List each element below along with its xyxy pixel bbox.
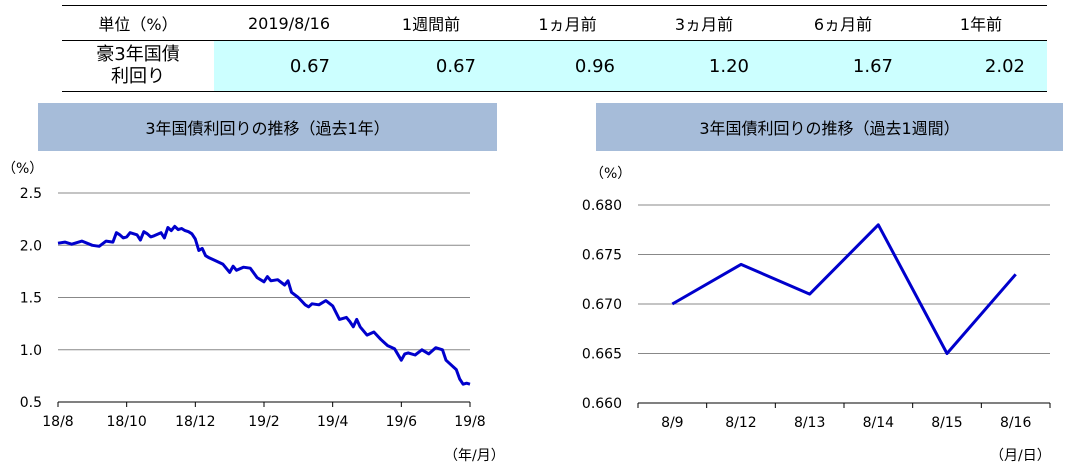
y-tick-label: 2.5 xyxy=(20,186,42,202)
header-6month: 6ヵ月前 xyxy=(771,5,915,41)
x-tick-label: 19/4 xyxy=(317,414,349,430)
x-tick-label: 18/8 xyxy=(42,414,73,430)
x-tick-label: 8/16 xyxy=(1000,415,1032,431)
value-6month: 1.67 xyxy=(771,40,915,92)
y-tick-label: 0.670 xyxy=(582,297,622,313)
y-unit-label: （%） xyxy=(2,161,43,177)
x-tick-label: 8/14 xyxy=(863,415,895,431)
y-tick-label: 1.5 xyxy=(20,291,42,307)
y-tick-label: 0.675 xyxy=(582,248,622,264)
x-tick-label: 19/2 xyxy=(248,414,279,430)
row-label-line2: 利回り xyxy=(111,66,165,87)
x-tick-label: 8/12 xyxy=(725,415,756,431)
y-tick-label: 0.665 xyxy=(582,347,622,363)
x-tick-label: 8/15 xyxy=(931,415,962,431)
header-1week: 1週間前 xyxy=(364,5,498,41)
yield-series-line xyxy=(671,223,1017,355)
chart-title-1year: 3年国債利回りの推移（過去1年） xyxy=(38,103,497,151)
y-tick-label: 1.0 xyxy=(20,343,42,359)
x-unit-label: （年/月） xyxy=(444,448,505,464)
header-date: 2019/8/16 xyxy=(214,5,364,41)
header-3month: 3ヵ月前 xyxy=(637,5,771,41)
table-row: 豪3年国債 利回り 0.67 0.67 0.96 1.20 1.67 2.02 xyxy=(62,40,1047,92)
y-tick-label: 0.680 xyxy=(582,198,622,214)
value-current: 0.67 xyxy=(214,40,364,92)
x-tick-label: 8/9 xyxy=(661,415,684,431)
y-tick-label: 0.660 xyxy=(582,396,622,412)
x-tick-label: 19/6 xyxy=(386,414,418,430)
value-1month: 0.96 xyxy=(498,40,637,92)
x-tick-label: 18/12 xyxy=(175,414,215,430)
x-tick-label: 8/13 xyxy=(794,415,825,431)
header-1month: 1ヵ月前 xyxy=(498,5,637,41)
x-tick-label: 18/10 xyxy=(106,414,146,430)
yield-series-line xyxy=(57,224,471,386)
chart-1year: （%） 0.5 1.0 1.5 2.0 2.5 18/8 18/10 18/12 19/2 19… xyxy=(2,161,505,464)
header-1year: 1年前 xyxy=(915,5,1047,41)
chart-title-1week: 3年国債利回りの推移（過去1週間） xyxy=(596,103,1063,151)
header-unit: 単位（%） xyxy=(62,5,214,41)
y-unit-label: （%） xyxy=(590,166,631,182)
row-label: 豪3年国債 利回り xyxy=(62,40,214,92)
value-1year: 2.02 xyxy=(915,40,1047,92)
y-tick-label: 2.0 xyxy=(20,238,42,254)
row-label-line1: 豪3年国債 xyxy=(96,44,180,65)
value-1week: 0.67 xyxy=(364,40,498,92)
chart-1week: （%） 0.660 0.665 0.670 0.675 0.680 8/9 8/12 8/1… xyxy=(582,166,1051,464)
x-tick-label: 19/8 xyxy=(454,414,485,430)
value-3month: 1.20 xyxy=(637,40,771,92)
yield-table: 単位（%） 2019/8/16 1週間前 1ヵ月前 3ヵ月前 6ヵ月前 1年前 … xyxy=(62,5,1047,92)
table-header-row: 単位（%） 2019/8/16 1週間前 1ヵ月前 3ヵ月前 6ヵ月前 1年前 xyxy=(62,5,1047,41)
y-tick-label: 0.5 xyxy=(20,395,42,411)
x-unit-label: （月/日） xyxy=(990,448,1051,464)
